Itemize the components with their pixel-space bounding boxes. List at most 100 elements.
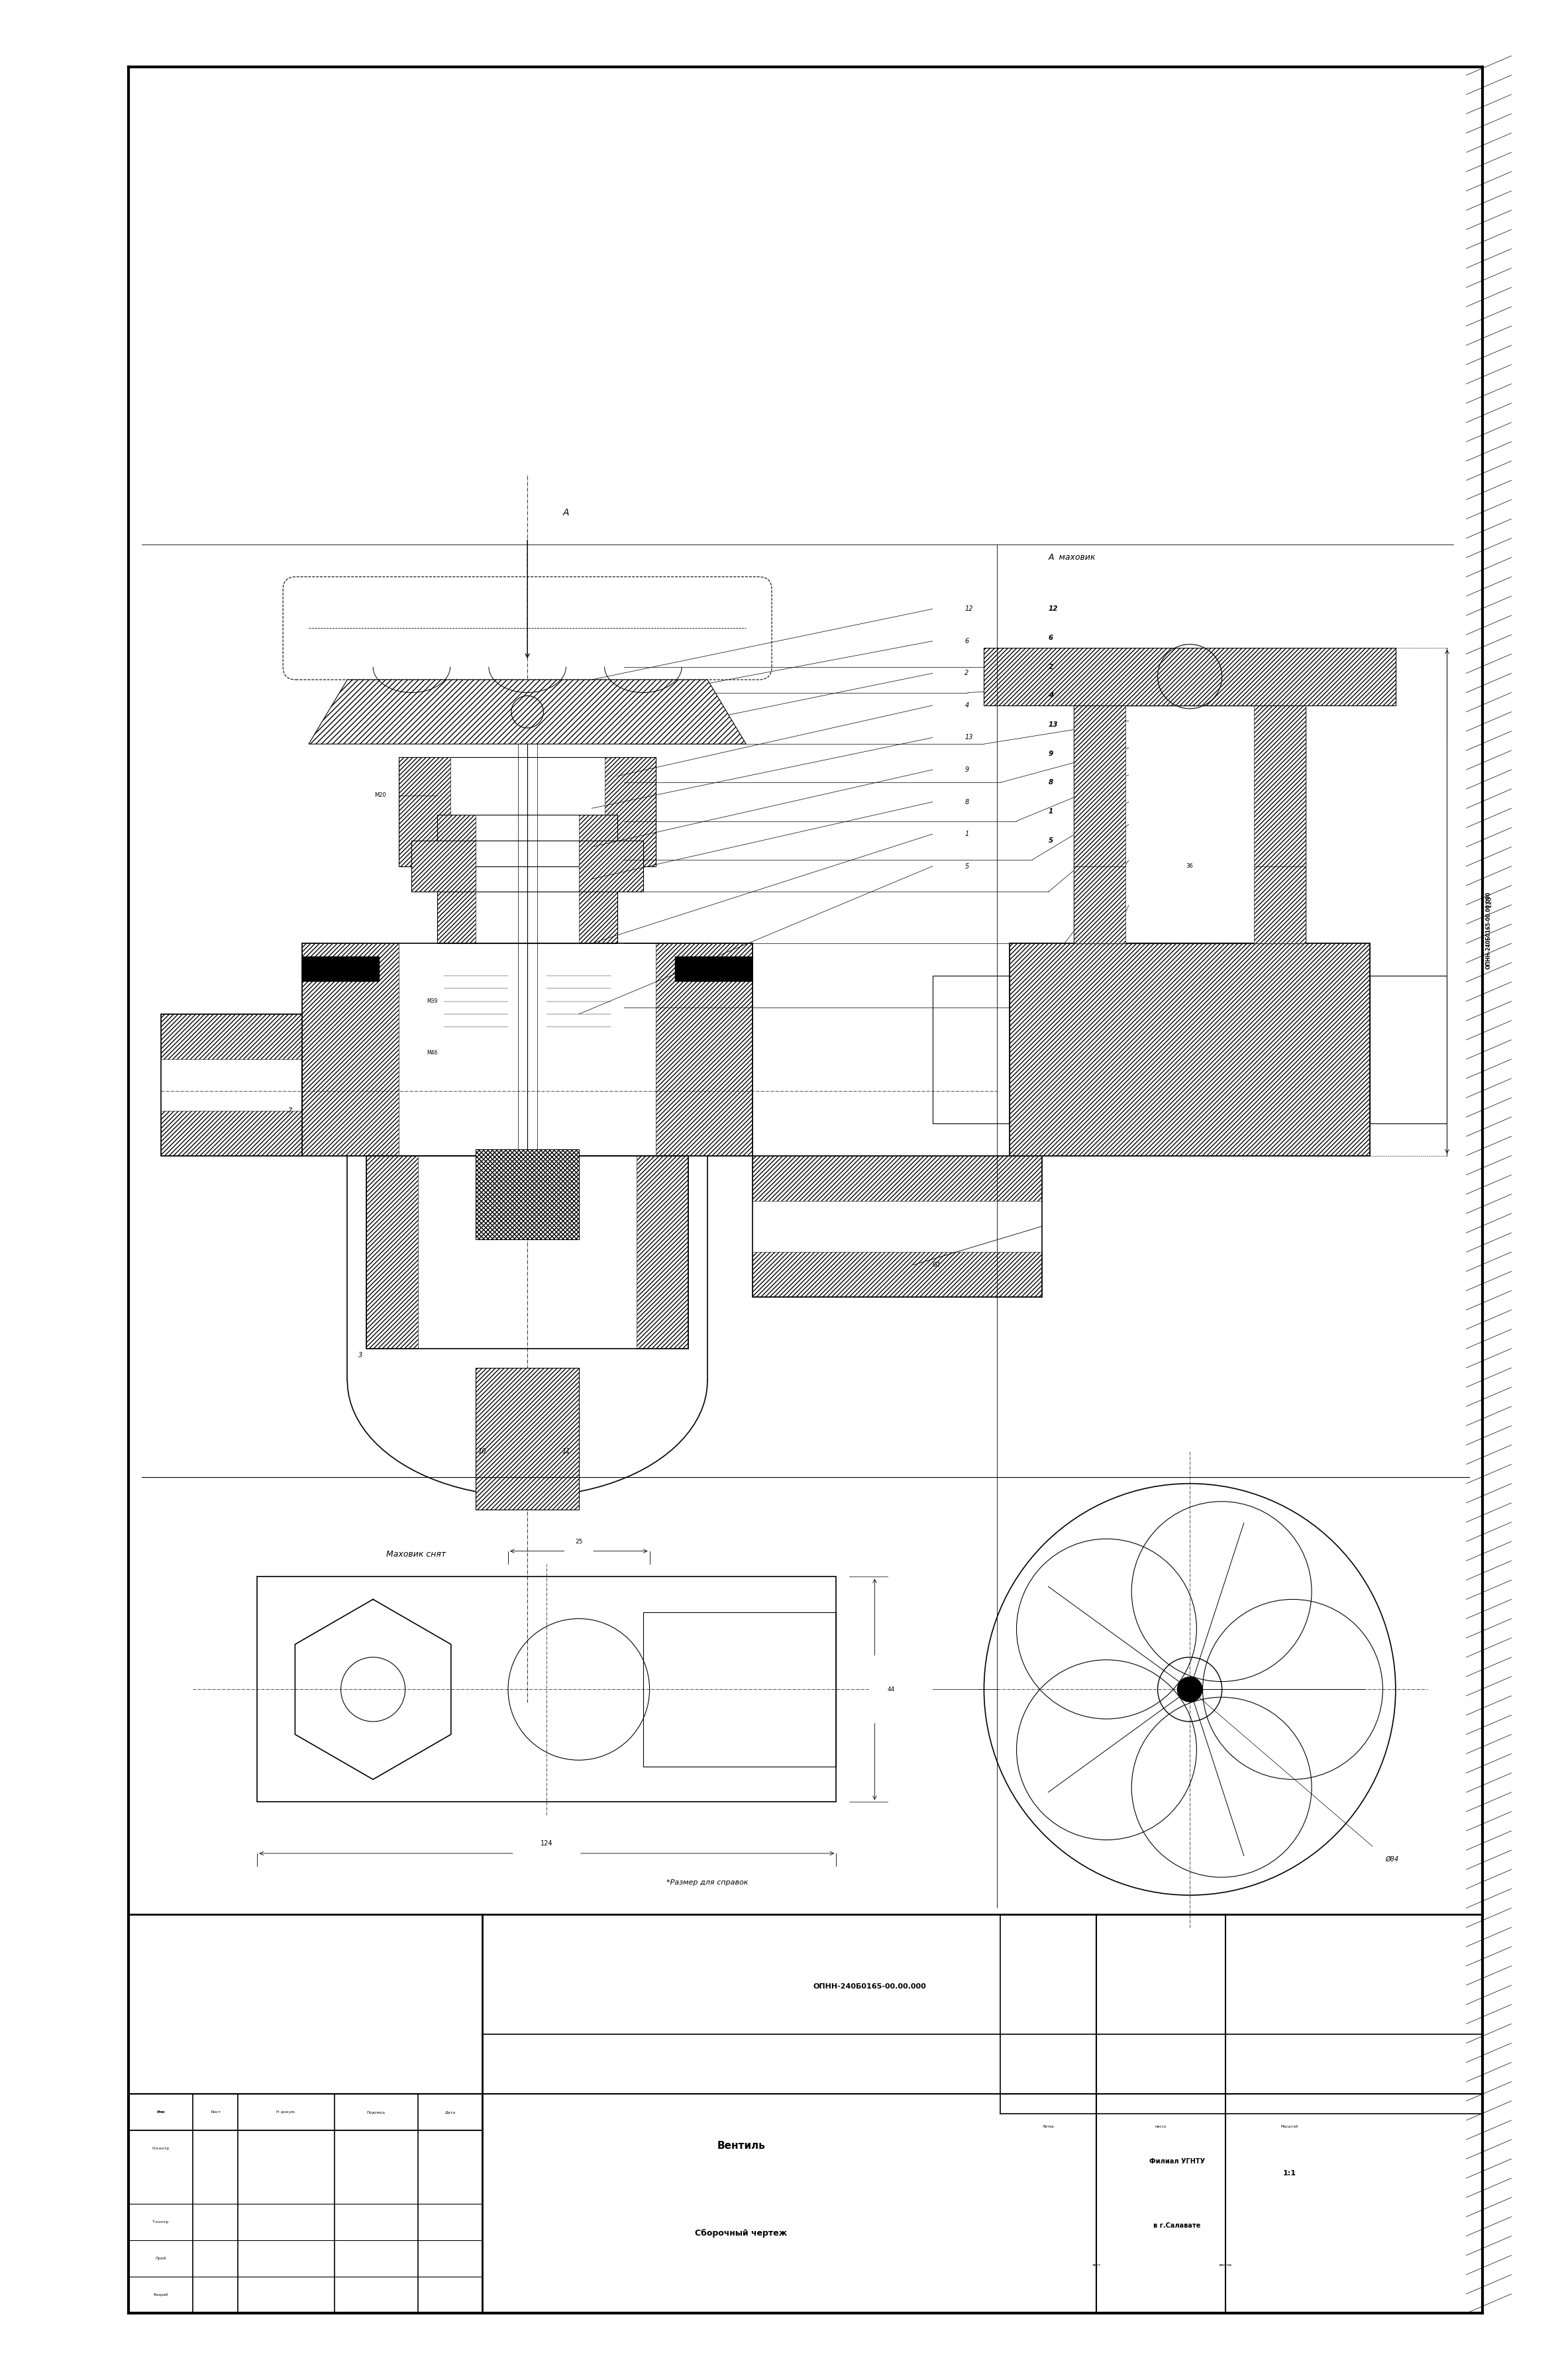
Bar bbox=[605, 757, 657, 866]
Bar bbox=[437, 814, 476, 942]
Text: 4: 4 bbox=[964, 702, 969, 709]
Text: *Размер для справок: *Размер для справок bbox=[666, 1878, 749, 1885]
Text: 5: 5 bbox=[1048, 838, 1053, 845]
Bar bbox=[476, 1150, 579, 1240]
Text: M39: M39 bbox=[426, 997, 437, 1004]
Circle shape bbox=[1176, 1676, 1203, 1702]
Text: Дата: Дата bbox=[445, 2111, 456, 2113]
Bar bbox=[752, 1252, 1042, 1297]
Text: 9: 9 bbox=[964, 766, 969, 774]
Bar bbox=[303, 957, 379, 983]
Text: Н докум.: Н докум. bbox=[276, 2111, 296, 2113]
Text: 110: 110 bbox=[1485, 895, 1493, 907]
Bar bbox=[161, 1014, 303, 1059]
Text: G1: G1 bbox=[933, 1261, 941, 1269]
Bar bbox=[476, 1150, 579, 1240]
Text: 1:1: 1:1 bbox=[1282, 2171, 1296, 2178]
Bar bbox=[984, 647, 1396, 704]
Text: 13: 13 bbox=[1048, 721, 1058, 728]
Text: лист: лист bbox=[1092, 2263, 1101, 2268]
Text: M20: M20 bbox=[374, 793, 385, 797]
Text: масса: масса bbox=[1156, 2125, 1167, 2128]
Text: 8: 8 bbox=[1048, 778, 1053, 785]
Text: 9: 9 bbox=[1048, 750, 1053, 757]
Bar bbox=[1254, 704, 1306, 942]
Text: Н.контр: Н.контр bbox=[151, 2147, 170, 2152]
Bar bbox=[367, 1157, 688, 1349]
Bar bbox=[933, 976, 1009, 1123]
Text: 44: 44 bbox=[888, 1687, 895, 1692]
Text: Филиал УГНТУ: Филиал УГНТУ bbox=[1150, 2159, 1204, 2166]
Bar bbox=[675, 957, 752, 983]
Bar bbox=[399, 757, 657, 866]
Text: 12: 12 bbox=[1048, 605, 1058, 612]
Text: 7: 7 bbox=[287, 1107, 292, 1114]
Text: 13: 13 bbox=[964, 735, 973, 740]
Text: 6: 6 bbox=[1048, 635, 1053, 640]
Bar bbox=[367, 1157, 418, 1349]
Text: 3: 3 bbox=[359, 1352, 362, 1359]
Bar bbox=[412, 840, 643, 892]
Text: 1: 1 bbox=[964, 831, 969, 838]
Text: А  маховик: А маховик bbox=[1048, 552, 1095, 562]
Bar bbox=[412, 840, 476, 892]
Text: листов: листов bbox=[1218, 2263, 1232, 2268]
Bar bbox=[161, 1111, 303, 1157]
Text: в г.Салавате: в г.Салавате bbox=[1153, 2223, 1201, 2228]
Bar bbox=[1073, 704, 1125, 942]
Text: 8: 8 bbox=[964, 800, 969, 804]
Bar bbox=[161, 1014, 303, 1157]
Text: Сборочный чертеж: Сборочный чертеж bbox=[696, 2230, 788, 2237]
Bar bbox=[128, 1914, 1482, 2313]
Text: 11: 11 bbox=[562, 1447, 569, 1454]
Bar bbox=[1073, 704, 1306, 942]
Bar bbox=[984, 647, 1396, 704]
Text: 5: 5 bbox=[964, 864, 969, 869]
Bar bbox=[752, 1157, 1042, 1200]
Text: 10: 10 bbox=[479, 1447, 487, 1454]
Text: 124: 124 bbox=[540, 1840, 552, 1847]
Bar bbox=[1370, 976, 1448, 1123]
Bar bbox=[476, 1368, 579, 1509]
Text: Подпись: Подпись bbox=[367, 2111, 385, 2113]
Bar bbox=[643, 1611, 836, 1766]
Text: 12: 12 bbox=[964, 605, 973, 612]
Text: 2: 2 bbox=[1048, 664, 1053, 671]
Text: 4: 4 bbox=[1048, 693, 1053, 700]
Bar bbox=[579, 814, 618, 942]
Text: 25: 25 bbox=[576, 1540, 582, 1545]
Bar bbox=[303, 942, 752, 1157]
Polygon shape bbox=[309, 681, 746, 745]
Text: Ø84: Ø84 bbox=[1385, 1856, 1399, 1864]
Bar bbox=[399, 757, 451, 866]
Text: Масштаб: Масштаб bbox=[1281, 2125, 1298, 2128]
Bar bbox=[303, 942, 399, 1157]
Text: 1: 1 bbox=[1048, 809, 1053, 814]
Text: Маховик снят: Маховик снят bbox=[385, 1549, 446, 1559]
Text: Утв: Утв bbox=[158, 2111, 164, 2113]
Text: Т.контр: Т.контр bbox=[153, 2221, 168, 2223]
Bar bbox=[636, 1157, 688, 1349]
Bar bbox=[437, 814, 618, 942]
Bar bbox=[579, 840, 643, 892]
Text: Лист: Лист bbox=[211, 2111, 222, 2113]
Bar bbox=[1009, 942, 1370, 1157]
Text: Литер: Литер bbox=[1042, 2125, 1055, 2128]
Text: ОПНН-240Б0165-00.00.000: ОПНН-240Б0165-00.00.000 bbox=[1485, 892, 1491, 969]
Text: A: A bbox=[563, 507, 569, 516]
Text: 2: 2 bbox=[964, 669, 969, 676]
Text: Разраб: Разраб bbox=[153, 2294, 168, 2297]
Text: 6: 6 bbox=[964, 638, 969, 645]
Text: 36: 36 bbox=[1186, 864, 1193, 869]
Text: ОПНН-240Б0165-00.00.000: ОПНН-240Б0165-00.00.000 bbox=[813, 1983, 927, 1990]
Text: Вентиль: Вентиль bbox=[718, 2140, 766, 2152]
Bar bbox=[1009, 942, 1370, 1157]
FancyBboxPatch shape bbox=[282, 576, 772, 681]
Bar bbox=[476, 1368, 579, 1509]
Bar bbox=[657, 942, 752, 1157]
Text: Проб: Проб bbox=[156, 2256, 167, 2261]
Text: Изм: Изм bbox=[156, 2111, 165, 2113]
Bar bbox=[752, 1157, 1042, 1297]
Bar bbox=[257, 1578, 836, 1802]
Text: M46: M46 bbox=[426, 1050, 437, 1057]
